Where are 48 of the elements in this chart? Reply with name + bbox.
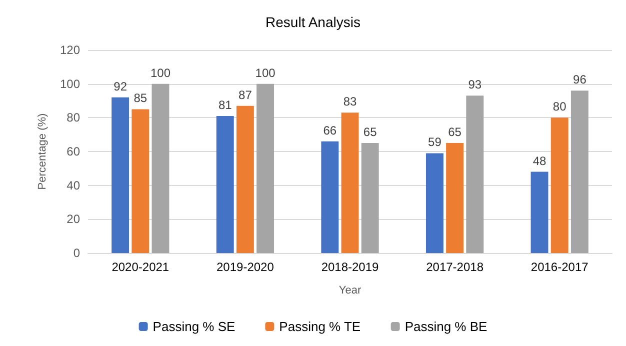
legend-label: Passing % TE bbox=[279, 319, 361, 334]
bar bbox=[132, 109, 150, 253]
y-tick-label: 60 bbox=[66, 144, 80, 158]
data-label: 66 bbox=[323, 123, 337, 138]
data-label: 92 bbox=[114, 79, 128, 94]
data-label: 65 bbox=[448, 125, 462, 140]
data-label: 87 bbox=[238, 88, 252, 102]
y-tick-label: 20 bbox=[66, 212, 80, 226]
data-label: 48 bbox=[532, 154, 547, 168]
bar bbox=[256, 84, 274, 253]
legend-label: Passing % BE bbox=[404, 319, 488, 334]
data-label: 65 bbox=[363, 125, 378, 140]
y-tick-label: 120 bbox=[60, 43, 80, 57]
data-label: 93 bbox=[468, 78, 482, 92]
data-label: 96 bbox=[573, 72, 587, 87]
bar bbox=[570, 90, 588, 253]
bar bbox=[236, 106, 254, 253]
bar bbox=[446, 143, 464, 253]
bar bbox=[216, 116, 234, 253]
x-tick-label: 2016-2017 bbox=[530, 260, 589, 274]
data-label: 81 bbox=[218, 98, 232, 112]
legend-label: Passing % SE bbox=[152, 319, 236, 334]
bar bbox=[530, 172, 548, 253]
data-label: 80 bbox=[552, 100, 567, 114]
x-tick-label: 2018-2019 bbox=[321, 260, 380, 274]
data-label: 59 bbox=[428, 135, 442, 150]
data-label: 100 bbox=[255, 66, 276, 80]
y-tick-label: 40 bbox=[66, 178, 80, 192]
data-label: 85 bbox=[134, 91, 148, 106]
x-axis-title: Year bbox=[338, 284, 362, 296]
bar bbox=[426, 153, 444, 253]
y-tick-label: 0 bbox=[73, 246, 80, 260]
bar bbox=[466, 96, 484, 253]
x-tick-label: 2019-2020 bbox=[216, 260, 274, 274]
chart-title: Result Analysis bbox=[266, 14, 360, 30]
bar bbox=[112, 97, 130, 253]
bar bbox=[361, 143, 379, 253]
bar bbox=[321, 141, 339, 253]
data-label: 100 bbox=[150, 66, 171, 80]
bar bbox=[152, 84, 170, 253]
y-axis-title: Percentage (%) bbox=[36, 113, 48, 190]
data-label: 83 bbox=[343, 94, 357, 109]
bar bbox=[341, 112, 359, 253]
y-tick-label: 100 bbox=[60, 76, 80, 91]
x-tick-label: 2020-2021 bbox=[112, 260, 170, 274]
y-tick-label: 80 bbox=[66, 110, 80, 125]
bar bbox=[550, 118, 568, 253]
x-tick-label: 2017-2018 bbox=[426, 260, 484, 274]
